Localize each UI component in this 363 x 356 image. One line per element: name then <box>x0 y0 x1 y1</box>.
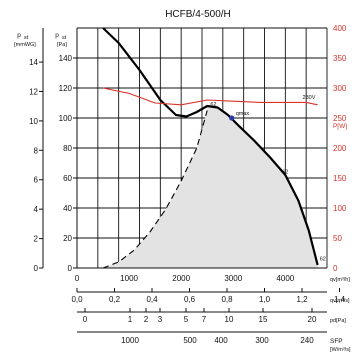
x-tick-label-pd: 7 <box>202 315 207 324</box>
x-tick-label-pd: 20 <box>308 315 317 324</box>
x-tick-label-pd: 0 <box>83 315 88 324</box>
y-tick-label-pa: 100 <box>59 114 73 123</box>
x-axis-2-label: qv[m³/s] <box>330 298 350 304</box>
marker-label: qmax <box>236 111 250 117</box>
left-inner-axis-unit: [Pa] <box>57 42 67 48</box>
x-tick-label-m3h: 3000 <box>224 274 242 283</box>
x-tick-label-pd: 5 <box>184 315 189 324</box>
operating-area <box>103 106 318 268</box>
right-axis-title: P[W] <box>333 123 347 130</box>
y-tick-label-pa: 40 <box>63 204 72 213</box>
operating-area-fill <box>103 106 318 268</box>
x-tick-label-m3h: 1000 <box>120 274 138 283</box>
right-tick-label: 150 <box>333 174 347 183</box>
x-tick-label-m3s: 0,2 <box>109 295 121 304</box>
y-tick-label-mmwg: 2 <box>34 235 39 244</box>
x-tick-label-m3s: 0,6 <box>184 295 196 304</box>
series-layer: qmax 62 62 62 230V <box>102 27 326 269</box>
x-tick-label-sfp: 1000 <box>121 336 139 345</box>
series-power-line <box>102 87 318 106</box>
x-tick-label-sfp: 240 <box>300 336 314 345</box>
y-tick-label-pa: 120 <box>59 84 73 93</box>
x-tick-label-pd: 10 <box>225 315 234 324</box>
series-system-line <box>102 110 208 269</box>
x-tick-label-m3h: 4000 <box>276 274 294 283</box>
left-outer-axis-label: p <box>17 32 21 39</box>
right-tick-label: 100 <box>333 204 347 213</box>
y-tick-label-mmwg: 0 <box>34 264 39 273</box>
x-tick-label-sfp: 500 <box>183 336 197 345</box>
annotation-label: 230V <box>303 95 316 101</box>
chart-title: HCFB/4-500/H <box>165 9 231 20</box>
left-inner-axis-sub: st <box>62 35 67 41</box>
y-tick-label-pa: 80 <box>63 144 72 153</box>
y-tick-label-mmwg: 10 <box>29 117 38 126</box>
x-axis-4-label: SFP <box>330 338 343 345</box>
x-tick-label-m3s: 1,4 <box>334 295 346 304</box>
x-tick-label-m3s: 0,8 <box>221 295 233 304</box>
annotation-label: 62 <box>320 257 326 263</box>
x-tick-label-m3s: 0,4 <box>146 295 158 304</box>
x-tick-label-m3h: 0 <box>75 274 80 283</box>
x-tick-label-m3s: 0,0 <box>71 295 83 304</box>
right-tick-label: 400 <box>333 24 347 33</box>
left-inner-axis-title: p st [Pa] <box>55 32 67 48</box>
bottom-axes: 0 1000 2000 3000 4000 qv[m³/h]0,0 0,2 0,4 0,6 0,8… <box>71 267 351 353</box>
right-tick-label: 300 <box>333 84 347 93</box>
right-tick-label: 350 <box>333 54 347 63</box>
y-tick-label-mmwg: 14 <box>29 58 38 67</box>
x-tick-label-pd: 3 <box>158 315 163 324</box>
right-tick-label: 50 <box>333 234 342 243</box>
left-outer-axis-unit: [mmWG] <box>14 42 36 48</box>
y-tick-label-mmwg: 12 <box>29 87 38 96</box>
right-tick-label: 250 <box>333 114 347 123</box>
right-tick-label: 200 <box>333 144 347 153</box>
x-tick-label-pd: 1 <box>128 315 133 324</box>
y-tick-label-pa: 20 <box>63 234 72 243</box>
tick-layer: 0204060801001201400246810121405010015020… <box>29 24 347 273</box>
x-tick-label-m3s: 1,2 <box>296 295 308 304</box>
left-outer-axis-title: p st [mmWG] <box>14 32 36 48</box>
marker-point <box>229 115 235 121</box>
x-tick-label-pd: 2 <box>144 315 149 324</box>
annotation-label: 62 <box>282 170 288 176</box>
y-tick-label-mmwg: 4 <box>34 205 39 214</box>
left-inner-axis-label: p <box>55 32 59 39</box>
y-tick-label-pa: 60 <box>63 174 72 183</box>
y-tick-label-pa: 0 <box>68 264 73 273</box>
right-tick-label: 0 <box>333 264 338 273</box>
x-tick-label-sfp: 400 <box>214 336 228 345</box>
x-tick-label-m3s: 1,0 <box>259 295 271 304</box>
x-axis-3-label: pd[Pa] <box>330 318 346 324</box>
x-axis-4-unit: [W/m³/s] <box>330 347 351 353</box>
x-tick-label-m3h: 2000 <box>172 274 190 283</box>
y-tick-label-mmwg: 8 <box>34 146 39 155</box>
x-tick-label-sfp: 300 <box>255 336 269 345</box>
y-tick-label-mmwg: 6 <box>34 176 39 185</box>
y-tick-label-pa: 140 <box>59 54 73 63</box>
x-axis-1-label: qv[m³/h] <box>330 277 350 283</box>
annotation-label: 62 <box>210 102 216 108</box>
x-tick-label-pd: 15 <box>259 315 268 324</box>
series-pressure-line <box>102 27 319 266</box>
left-outer-axis-sub: st <box>24 35 29 41</box>
